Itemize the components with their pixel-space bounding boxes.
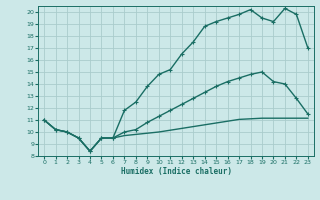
X-axis label: Humidex (Indice chaleur): Humidex (Indice chaleur) xyxy=(121,167,231,176)
